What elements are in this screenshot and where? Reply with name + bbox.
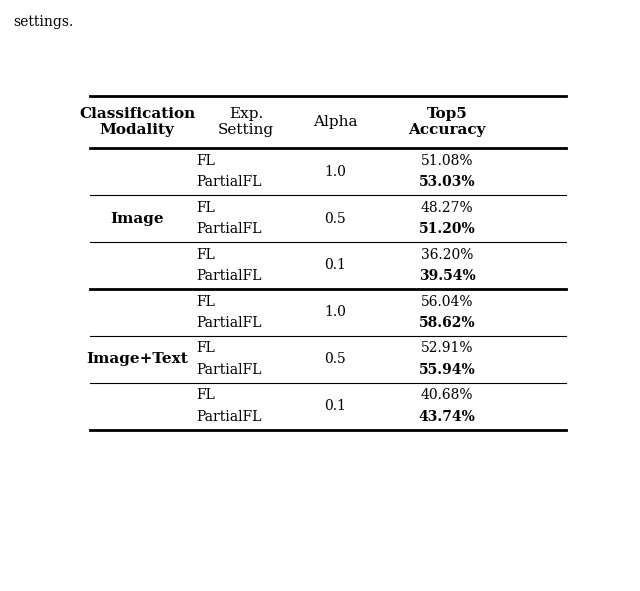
Text: FL: FL bbox=[196, 248, 216, 262]
Text: 55.94%: 55.94% bbox=[419, 363, 476, 377]
Text: 0.1: 0.1 bbox=[324, 399, 346, 413]
Text: FL: FL bbox=[196, 342, 216, 355]
Text: FL: FL bbox=[196, 154, 216, 168]
Text: PartialFL: PartialFL bbox=[196, 222, 262, 236]
Text: 58.62%: 58.62% bbox=[419, 316, 476, 330]
Text: 51.20%: 51.20% bbox=[419, 222, 476, 236]
Text: 0.1: 0.1 bbox=[324, 258, 346, 272]
Text: 39.54%: 39.54% bbox=[419, 269, 476, 283]
Text: Exp.
Setting: Exp. Setting bbox=[218, 107, 274, 137]
Text: PartialFL: PartialFL bbox=[196, 410, 262, 424]
Text: settings.: settings. bbox=[13, 15, 73, 29]
Text: 1.0: 1.0 bbox=[324, 306, 346, 319]
Text: Classification
Modality: Classification Modality bbox=[79, 107, 195, 137]
Text: 43.74%: 43.74% bbox=[419, 410, 476, 424]
Text: Top5
Accuracy: Top5 Accuracy bbox=[408, 107, 486, 137]
Text: FL: FL bbox=[196, 201, 216, 215]
Text: FL: FL bbox=[196, 388, 216, 402]
Text: 0.5: 0.5 bbox=[324, 352, 346, 366]
Text: 56.04%: 56.04% bbox=[420, 294, 474, 309]
Text: 0.5: 0.5 bbox=[324, 212, 346, 226]
Text: Alpha: Alpha bbox=[313, 115, 358, 129]
Text: Image+Text: Image+Text bbox=[86, 352, 188, 366]
Text: PartialFL: PartialFL bbox=[196, 269, 262, 283]
Text: PartialFL: PartialFL bbox=[196, 176, 262, 190]
Text: 51.08%: 51.08% bbox=[420, 154, 474, 168]
Text: FL: FL bbox=[196, 294, 216, 309]
Text: 40.68%: 40.68% bbox=[420, 388, 474, 402]
Text: PartialFL: PartialFL bbox=[196, 316, 262, 330]
Text: 53.03%: 53.03% bbox=[419, 176, 476, 190]
Text: 48.27%: 48.27% bbox=[420, 201, 474, 215]
Text: 36.20%: 36.20% bbox=[421, 248, 473, 262]
Text: PartialFL: PartialFL bbox=[196, 363, 262, 377]
Text: Image: Image bbox=[110, 212, 164, 226]
Text: 52.91%: 52.91% bbox=[420, 342, 474, 355]
Text: 1.0: 1.0 bbox=[324, 165, 346, 178]
